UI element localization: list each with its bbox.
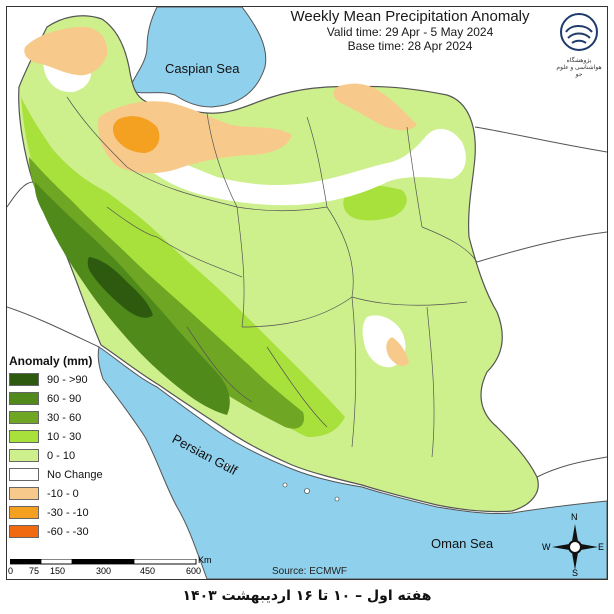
legend-swatch	[9, 411, 39, 424]
logo-text: پژوهشگاه هواشناسی و علوم جو	[556, 58, 602, 78]
legend-label: 30 - 60	[47, 411, 82, 424]
legend-label: No Change	[47, 468, 103, 481]
scale-tick-0: 0	[8, 566, 14, 576]
province-borders	[66, 96, 478, 458]
country-borders	[7, 126, 607, 478]
legend-swatch	[9, 468, 39, 481]
anomaly-neg10-0-center	[386, 337, 409, 366]
legend-swatch	[9, 525, 39, 538]
legend-item: 0 - 10	[9, 446, 109, 465]
legend-label: 0 - 10	[47, 449, 76, 462]
legend: Anomaly (mm) 90 - >90 60 - 90 30 - 60 10 - …	[9, 354, 109, 541]
legend-items: 90 - >90 60 - 90 30 - 60 10 - 30 0 - 10 No Ch…	[9, 370, 109, 541]
legend-label: -30 - -10	[47, 506, 89, 519]
legend-swatch	[9, 487, 39, 500]
legend-swatch	[9, 392, 39, 405]
anomaly-neg10-0-north	[98, 101, 293, 174]
anomaly-neg10-0-northwest	[24, 26, 108, 76]
anomaly-10-30-center	[343, 185, 407, 221]
no-change-north	[142, 128, 466, 206]
scale-tick-150: 150	[50, 566, 66, 576]
base-time: Base time: 28 Apr 2024	[347, 39, 473, 53]
map-panel: Caspian Sea Persian Gulf Oman Sea	[6, 6, 608, 580]
gulf-sea	[97, 346, 607, 579]
oman-sea-label: Oman Sea	[431, 536, 494, 551]
anomaly-neg10-0-northeast	[333, 83, 417, 131]
legend-label: 90 - >90	[47, 373, 88, 386]
anomaly-90-plus	[87, 257, 153, 318]
legend-swatch	[9, 430, 39, 443]
legend-swatch	[9, 506, 39, 519]
scale-tick-600: 600	[186, 566, 202, 576]
scale-tick-450: 450	[140, 566, 156, 576]
scale-bar: 0 75 150 300 450 600 Km	[8, 555, 220, 579]
compass-n: N	[571, 512, 578, 522]
iran-map	[7, 7, 607, 579]
legend-label: -10 - 0	[47, 487, 79, 500]
anomaly-30-60	[29, 157, 305, 429]
source-label: Source: ECMWF	[272, 566, 348, 577]
caspian-sea-label: Caspian Sea	[165, 61, 240, 76]
legend-item: 60 - 90	[9, 389, 109, 408]
scale-bar-graphic	[9, 558, 197, 565]
compass-w: W	[542, 542, 551, 552]
compass-e: E	[598, 542, 605, 552]
caspian-sea	[128, 7, 267, 108]
legend-item: 90 - >90	[9, 370, 109, 389]
legend-item: No Change	[9, 465, 109, 484]
legend-item: 10 - 30	[9, 427, 109, 446]
legend-label: 10 - 30	[47, 430, 82, 443]
legend-item: -30 - -10	[9, 503, 109, 522]
legend-label: 60 - 90	[47, 392, 82, 405]
legend-item: -10 - 0	[9, 484, 109, 503]
legend-swatch	[9, 373, 39, 386]
legend-title: Anomaly (mm)	[9, 354, 93, 368]
scale-tick-75: 75	[29, 566, 40, 576]
legend-item: 30 - 60	[9, 408, 109, 427]
logo: پژوهشگاه هواشناسی و علوم جو	[556, 12, 602, 78]
compass-s: S	[572, 568, 579, 578]
gulf-islands	[225, 463, 340, 502]
scale-unit: Km	[198, 555, 212, 565]
legend-label: -60 - -30	[47, 525, 89, 538]
caption: هفته اول – ۱۰ تا ۱۶ اردیبهشت ۱۴۰۳	[182, 588, 432, 604]
north-arrow: N S E W	[542, 512, 606, 578]
title-block: Weekly Mean Precipitation Anomaly Valid …	[250, 8, 570, 53]
logo-icon	[560, 13, 598, 51]
legend-item: -60 - -30	[9, 522, 109, 541]
anomaly-10-30-west	[21, 97, 345, 437]
compass-icon	[552, 524, 598, 570]
anomaly-neg30-neg10	[112, 116, 160, 153]
scale-tick-300: 300	[96, 566, 112, 576]
map-title: Weekly Mean Precipitation Anomaly	[290, 8, 530, 25]
legend-swatch	[9, 449, 39, 462]
valid-time: Valid time: 29 Apr - 5 May 2024	[326, 25, 494, 39]
